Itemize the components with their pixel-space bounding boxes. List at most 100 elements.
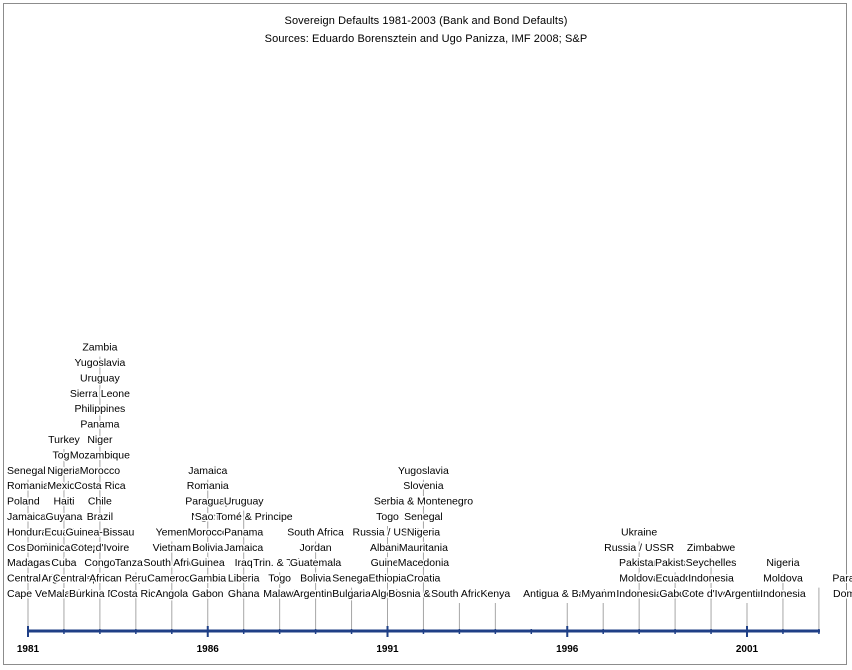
country-label: Morocco <box>188 526 228 538</box>
country-label: Togo <box>53 449 76 461</box>
country-label: Seychelles <box>686 557 737 569</box>
axis-tick-label: 1991 <box>376 644 399 655</box>
country-label: Paraguay <box>832 573 852 585</box>
country-label: Mexico <box>47 480 80 492</box>
country-label: Peru <box>125 573 147 585</box>
country-label: Cote d'Ivoire <box>682 588 741 600</box>
country-label: Vietnam <box>153 542 192 554</box>
country-label: Central African Rep. <box>7 573 101 585</box>
country-label: Iraq <box>235 557 253 569</box>
country-label: Panama <box>224 526 263 538</box>
country-label: Panama <box>80 419 119 431</box>
country-label: Guyana <box>46 511 83 523</box>
country-label: Jamaica <box>7 511 46 523</box>
country-label: Nigeria <box>191 511 224 523</box>
country-label: Ecuador <box>44 526 84 538</box>
country-label: Romania <box>187 480 229 492</box>
country-label: South Africa <box>431 588 488 600</box>
country-label: Pakistan <box>655 557 695 569</box>
country-label: Yemen <box>156 526 188 538</box>
country-label: Philippines <box>75 403 126 415</box>
country-label: Togo <box>268 573 291 585</box>
country-label: Guatemala <box>290 557 342 569</box>
country-label: Indonesia <box>688 573 734 585</box>
country-label: Gabon <box>192 588 224 600</box>
country-label: Senegal <box>404 511 443 523</box>
country-label: Zimbabwe <box>687 542 736 554</box>
country-label: Mozambique <box>70 449 130 461</box>
country-label: Costa Rica <box>7 542 59 554</box>
country-label: Nigeria <box>407 526 440 538</box>
country-label: Nigeria <box>47 465 80 477</box>
country-label: Jamaica <box>224 542 263 554</box>
country-label: Costa Rica <box>110 588 162 600</box>
country-label: Guinea <box>371 557 405 569</box>
country-label: Dominican Rep. <box>27 542 102 554</box>
country-label: Togo <box>376 511 399 523</box>
country-label: Myanmar <box>581 588 625 600</box>
country-label: Malawi <box>263 588 296 600</box>
country-label: Croatia <box>407 573 441 585</box>
country-label: Turkey <box>48 434 80 446</box>
country-label: Russia / USSR <box>604 542 674 554</box>
country-label: Uruguay <box>80 372 120 384</box>
country-label: Dominica <box>833 588 852 600</box>
country-label: Ethiopia <box>369 573 407 585</box>
country-label: South Africa <box>287 526 344 538</box>
country-label: Tanzania <box>115 557 157 569</box>
country-label: Niger <box>87 434 113 446</box>
country-label: Jamaica <box>188 465 227 477</box>
country-label: Trin. & Tob. <box>253 557 306 569</box>
country-label: Slovenia <box>403 480 443 492</box>
country-label: Costa Rica <box>74 480 126 492</box>
timeline-axis: 1981 1986 1991 1996 2001 <box>17 626 820 655</box>
chart-frame <box>3 3 847 665</box>
country-label: Romania <box>7 480 49 492</box>
axis-tick-label: 2001 <box>736 644 759 655</box>
country-label: Guinea <box>191 557 225 569</box>
country-label: Gabon <box>659 588 691 600</box>
country-label: Kenya <box>480 588 510 600</box>
country-label: Central African Rep. <box>53 573 147 585</box>
country-label: Poland <box>7 496 40 508</box>
country-label: Gambia <box>189 573 226 585</box>
country-label: Brazil <box>87 511 113 523</box>
country-label: Guinea-Bissau <box>65 526 134 538</box>
country-label: Paraguay <box>185 496 231 508</box>
country-label: Bulgaria <box>332 588 371 600</box>
country-label: Argentina <box>725 588 770 600</box>
country-label: Malawi <box>48 588 81 600</box>
country-label: Yugoslavia <box>75 357 126 369</box>
chart-subtitle: Sources: Eduardo Borensztein and Ugo Pan… <box>264 33 588 45</box>
country-label: Russia / USSR <box>352 526 422 538</box>
country-label: Moldova <box>763 573 803 585</box>
country-label: Yugoslavia <box>398 465 449 477</box>
country-label: Madagascar <box>7 557 65 569</box>
country-label: Sierra Leone <box>70 388 130 400</box>
axis-tick-label: 1986 <box>197 644 220 655</box>
country-label: Serbia & Montenegro <box>374 496 473 508</box>
country-label: Liberia <box>228 573 260 585</box>
country-label: Indonesia <box>760 588 806 600</box>
country-label: Bolivia <box>192 542 223 554</box>
country-label: Honduras <box>7 526 53 538</box>
axis-tick-label: 1996 <box>556 644 579 655</box>
country-label: Cameroon <box>147 573 196 585</box>
country-label: Haiti <box>53 496 74 508</box>
country-label: Indonesia <box>616 588 662 600</box>
country-label: Uruguay <box>224 496 264 508</box>
country-label: Ecuador <box>656 573 696 585</box>
country-label: Macedonia <box>398 557 450 569</box>
country-label: Argentina <box>41 573 86 585</box>
country-label: Sao Tomé & Principe <box>195 511 293 523</box>
country-label: Chile <box>88 496 112 508</box>
country-label: Moldova <box>619 573 659 585</box>
country-label: Algeria <box>371 588 404 600</box>
country-label: Jordan <box>300 542 332 554</box>
country-label: Zambia <box>82 342 117 354</box>
country-label: Senegal <box>332 573 371 585</box>
axis-tick-label: 1981 <box>17 644 40 655</box>
country-label: Bolivia <box>300 573 331 585</box>
country-label: Mauritania <box>399 542 448 554</box>
